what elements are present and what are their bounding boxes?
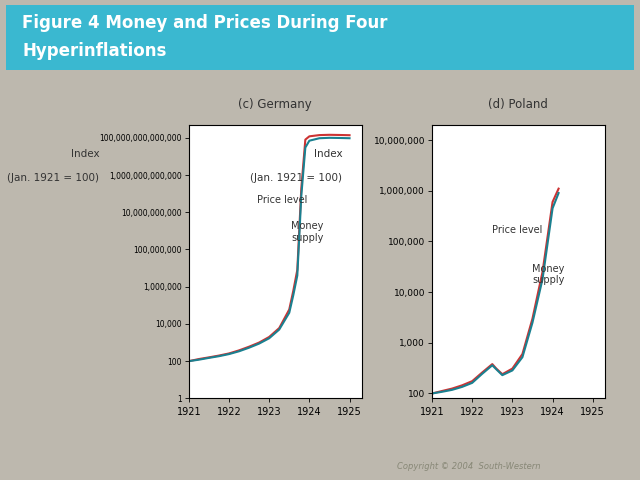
Text: Index: Index [314, 149, 342, 158]
Text: Hyperinflations: Hyperinflations [22, 42, 166, 60]
Text: Index: Index [70, 149, 99, 158]
Text: Money
supply: Money supply [532, 264, 565, 285]
FancyBboxPatch shape [0, 3, 640, 72]
Text: (c) Germany: (c) Germany [238, 98, 312, 111]
Text: Money
supply: Money supply [291, 221, 324, 242]
Text: Copyright © 2004  South-Western: Copyright © 2004 South-Western [397, 462, 540, 471]
Text: Figure 4 Money and Prices During Four: Figure 4 Money and Prices During Four [22, 14, 388, 32]
Text: Price level: Price level [492, 225, 543, 235]
Text: (Jan. 1921 = 100): (Jan. 1921 = 100) [7, 173, 99, 182]
Text: Price level: Price level [257, 195, 307, 205]
Text: (Jan. 1921 = 100): (Jan. 1921 = 100) [250, 173, 342, 182]
Text: (d) Poland: (d) Poland [488, 98, 548, 111]
